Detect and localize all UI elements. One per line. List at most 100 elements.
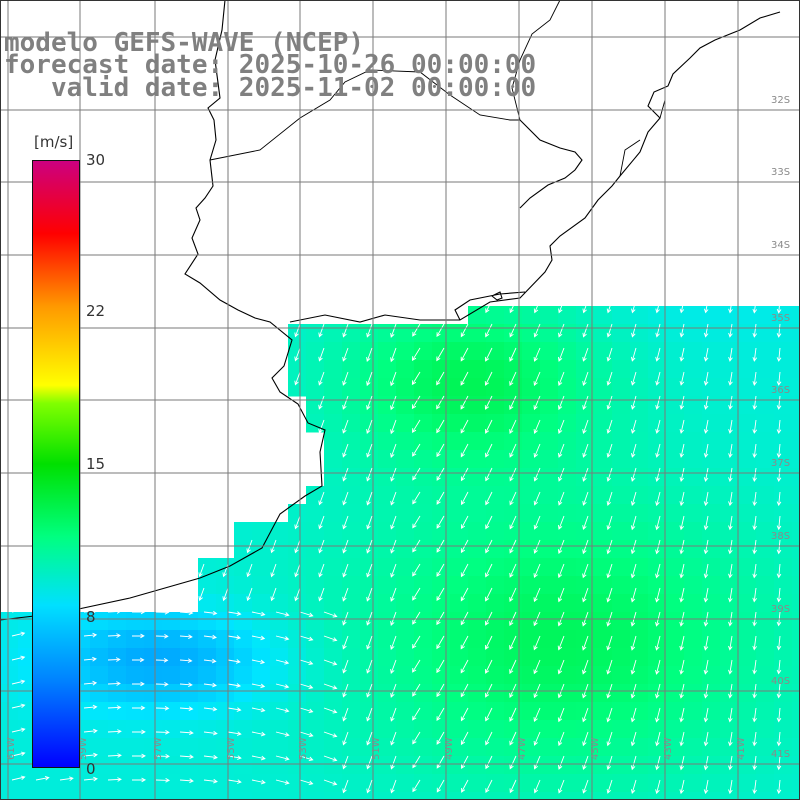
wind-speed-cell <box>396 504 415 523</box>
wind-speed-cell <box>414 522 433 541</box>
wind-speed-cell <box>558 738 577 757</box>
wind-arrow <box>11 655 26 661</box>
wind-speed-cell <box>90 666 109 685</box>
wind-speed-cell <box>108 756 127 775</box>
wind-speed-cell <box>594 540 613 559</box>
wind-speed-cell <box>198 666 217 685</box>
wind-arrow <box>246 563 253 578</box>
wind-arrow <box>342 515 349 530</box>
wind-speed-cell <box>216 684 235 703</box>
wind-arrow <box>342 635 349 650</box>
wind-arrow <box>728 299 733 314</box>
wind-speed-cell <box>414 378 433 397</box>
wind-arrow <box>679 371 685 386</box>
wind-speed-cell <box>720 576 739 595</box>
wind-speed-cell <box>432 558 451 577</box>
wind-arrow <box>294 371 301 386</box>
wind-speed-cell <box>576 720 595 739</box>
wind-speed-cell <box>522 684 541 703</box>
wind-speed-cell <box>468 504 487 523</box>
wind-speed-cell <box>540 558 559 577</box>
wind-speed-cell <box>720 522 739 541</box>
latitude-label: 39S <box>771 604 790 615</box>
wind-arrow <box>484 635 493 650</box>
wind-speed-cell <box>468 486 487 505</box>
wind-speed-cell <box>360 486 379 505</box>
wind-speed-cell <box>504 432 523 451</box>
wind-arrow <box>436 419 445 434</box>
wind-speed-cell <box>720 432 739 451</box>
wind-speed-cell <box>414 324 433 343</box>
wind-arrow <box>533 323 541 338</box>
wind-speed-cell <box>630 576 649 595</box>
wind-speed-cell <box>234 720 253 739</box>
wind-speed-cell <box>522 324 541 343</box>
wind-speed-cell <box>486 324 505 343</box>
wind-speed-cell <box>216 558 235 577</box>
wind-speed-cell <box>576 792 595 800</box>
wind-speed-cell <box>432 396 451 415</box>
wind-speed-cell <box>414 774 433 793</box>
wind-speed-cell <box>162 612 181 631</box>
wind-arrow <box>655 371 661 386</box>
wind-speed-cell <box>378 414 397 433</box>
wind-arrow <box>509 563 517 578</box>
wind-arrow <box>11 631 26 637</box>
wind-speed-cell <box>648 522 667 541</box>
wind-speed-cell <box>450 666 469 685</box>
wind-speed-cell <box>522 576 541 595</box>
wind-speed-cell <box>180 738 199 757</box>
wind-speed-cell <box>720 648 739 667</box>
wind-speed-cell <box>522 378 541 397</box>
wind-speed-cell <box>252 594 271 613</box>
wind-speed-cell <box>720 378 739 397</box>
wind-speed-cell <box>486 756 505 775</box>
wind-arrow <box>251 707 266 713</box>
wind-speed-cell <box>522 432 541 451</box>
wind-speed-cell <box>540 630 559 649</box>
wind-speed-cell <box>576 594 595 613</box>
wind-speed-cell <box>594 450 613 469</box>
wind-arrow <box>679 707 685 723</box>
wind-speed-cell <box>234 774 253 793</box>
wind-speed-cell <box>756 594 775 613</box>
wind-speed-cell <box>540 720 559 739</box>
wind-speed-cell <box>450 558 469 577</box>
wind-speed-cell <box>216 756 235 775</box>
wind-speed-cell <box>342 522 361 541</box>
wind-speed-cell <box>594 468 613 487</box>
wind-speed-cell <box>540 396 559 415</box>
wind-speed-cell <box>216 648 235 667</box>
wind-speed-cell <box>378 648 397 667</box>
wind-arrow <box>728 371 733 386</box>
wind-speed-cell <box>792 792 800 800</box>
wind-arrow <box>366 515 373 530</box>
wind-speed-cell <box>234 612 253 631</box>
wind-speed-cell <box>522 342 541 361</box>
wind-speed-cell <box>576 612 595 631</box>
wind-speed-cell <box>684 684 703 703</box>
wind-arrow <box>630 443 637 458</box>
wind-arrow <box>35 775 50 781</box>
latitude-label: 36S <box>771 385 790 396</box>
wind-speed-cell <box>594 432 613 451</box>
wind-speed-cell <box>540 378 559 397</box>
wind-arrow <box>557 731 565 747</box>
wind-speed-cell <box>540 684 559 703</box>
wind-arrow <box>390 395 397 411</box>
wind-speed-cell <box>306 522 325 541</box>
wind-arrow <box>752 587 757 603</box>
wind-speed-cell <box>306 702 325 721</box>
wind-arrow <box>275 755 290 761</box>
wind-arrow <box>533 467 541 482</box>
wind-speed-cell <box>252 720 271 739</box>
wind-arrow <box>655 419 661 434</box>
wind-speed-cell <box>360 432 379 451</box>
wind-arrow <box>412 611 421 625</box>
wind-arrow <box>630 347 637 362</box>
wind-arrow <box>198 587 205 602</box>
wind-speed-cell <box>504 720 523 739</box>
latitude-label: 37S <box>771 458 790 469</box>
wind-arrow <box>679 491 685 507</box>
wind-arrow <box>270 587 277 602</box>
